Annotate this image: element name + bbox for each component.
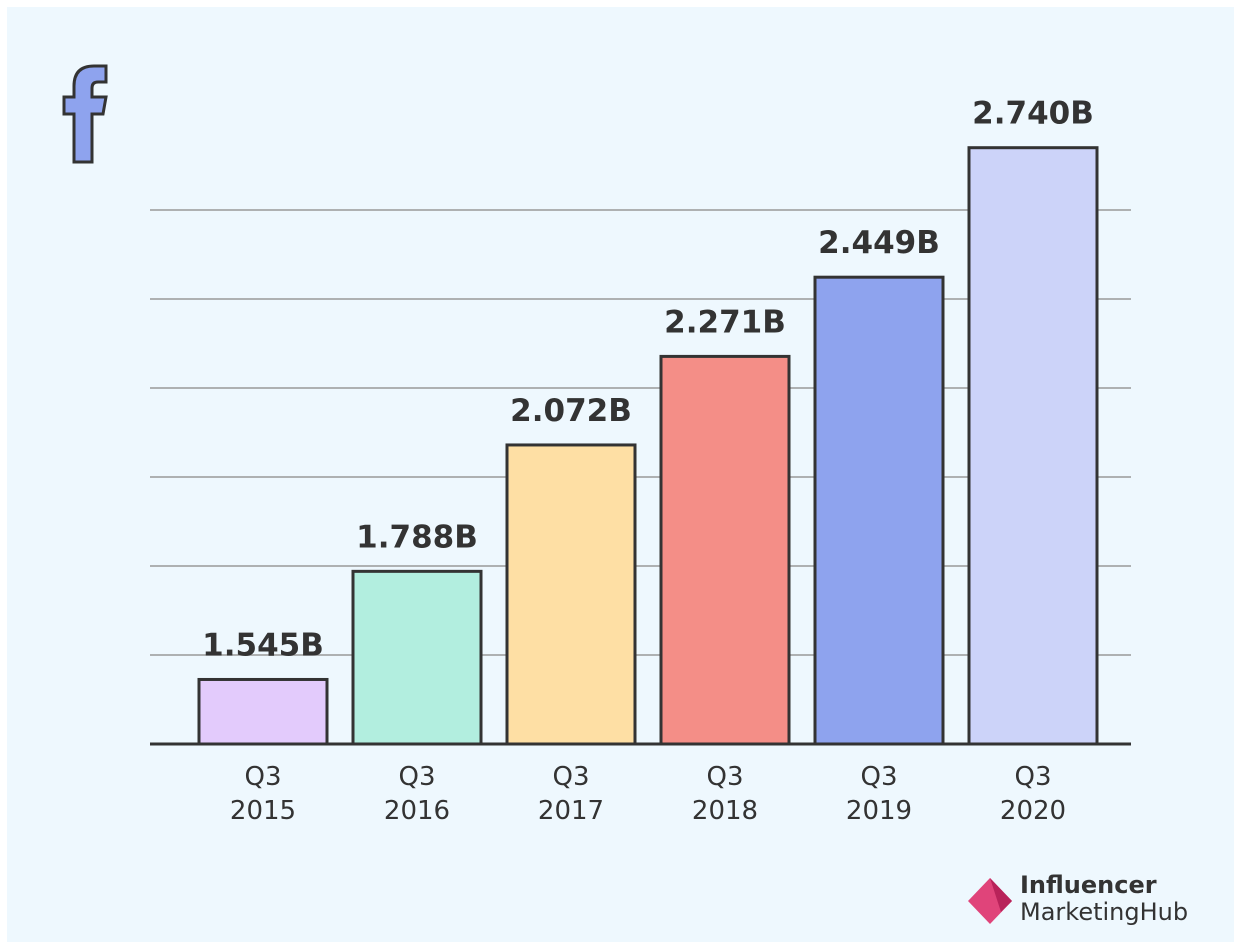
x-tick-label: Q3 2017 [537, 762, 605, 826]
data-label: 2.740B [972, 96, 1094, 132]
bar [351, 569, 483, 746]
bar [659, 354, 791, 746]
bar [197, 677, 329, 746]
bar [505, 443, 637, 746]
x-tick-label: Q3 2018 [691, 762, 759, 826]
logo-icon-shade [990, 878, 1012, 912]
data-label: 2.449B [818, 225, 940, 261]
x-tick-label: Q3 2016 [383, 762, 451, 826]
x-tick-label: Q3 2020 [999, 762, 1067, 826]
facebook-icon [62, 64, 108, 164]
data-label: 2.072B [510, 393, 632, 429]
data-label: 1.545B [202, 627, 324, 663]
data-label: 2.271B [664, 304, 786, 340]
bar [813, 275, 945, 746]
x-tick-label: Q3 2015 [229, 762, 297, 826]
bar [967, 146, 1099, 746]
x-tick-label: Q3 2019 [845, 762, 913, 826]
logo-text: MarketingHub [1020, 898, 1188, 926]
data-label: 1.788B [356, 519, 478, 555]
logo-text: Influencer [1020, 871, 1157, 899]
